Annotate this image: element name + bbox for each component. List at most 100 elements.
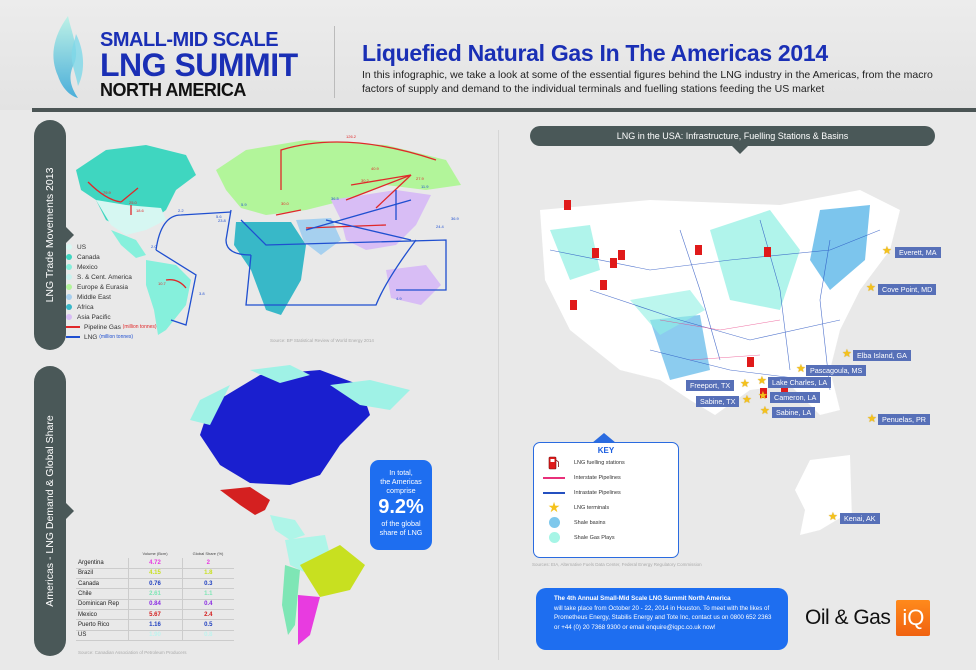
star-icon: ★ [547,499,561,515]
page-subtitle: In this infographic, we take a look at s… [362,69,933,95]
key-item-terminals: ★ LNG terminals [534,499,678,515]
terminal-lake-charles: Lake Charles, LA [768,377,832,388]
header-divider [334,26,335,98]
header-rule [32,108,976,112]
legend-item-pipeline: Pipeline Gas (million tonnes) [66,322,157,332]
table-header-row: Volume (Bcm) Global Share (%) [142,550,224,556]
star-icon: ★ [828,511,838,523]
terminal-cameron: Cameron, LA [770,392,821,403]
svg-text:10.7: 10.7 [158,281,167,286]
map-key: KEY LNG fuelling stations Interstate Pip… [533,433,679,558]
trade-source: Source: BP Statistical Review of World E… [270,338,374,343]
terminal-sabine-tx: Sabine, TX [696,396,740,407]
event-announcement: The 4th Annual Small-Mid Scale LNG Summi… [536,588,788,650]
legend-item-s-cent-america: S. & Cent. America [66,272,157,282]
star-icon: ★ [867,413,877,425]
fuel-pump-icon [534,456,574,470]
legend-item-us: US [66,242,157,252]
svg-text:25.0: 25.0 [129,200,138,205]
americas-demand-tab: Americas - LNG Demand & Global Share [34,366,74,656]
table-row: Dominican Rep 0.84 0.4 [76,599,234,610]
svg-text:79.9: 79.9 [103,190,112,195]
key-item-intrastate: Intrastate Pipelines [534,485,678,500]
svg-text:23.8: 23.8 [218,218,227,223]
americas-map [190,365,410,645]
svg-text:36.9: 36.9 [451,216,460,221]
global-share-value: 9.2% [378,496,424,518]
brand-logo: Oil & Gas iQ [805,600,931,636]
legend-item-mexico: Mexico [66,262,157,272]
trade-movements-tab: LNG Trade Movements 2013 [34,120,74,350]
terminal-elba-island: Elba Island, GA [853,350,911,361]
svg-text:5.6: 5.6 [216,214,222,219]
terminal-kenai: Kenai, AK [840,513,880,524]
legend-item-middle-east: Middle East [66,292,157,302]
svg-text:4.9: 4.9 [396,296,402,301]
terminal-penuelas: Penuelas, PR [878,414,930,425]
s-cent-america-swatch-icon [66,274,72,280]
event-headline: The 4th Annual Small-Mid Scale LNG Summi… [554,595,731,602]
logo-line2: LNG SUMMIT [100,47,298,83]
canada-swatch-icon [66,254,72,260]
key-item-fuelling: LNG fuelling stations [534,455,678,470]
star-icon: ★ [742,394,752,406]
terminal-freeport: Freeport, TX [686,380,735,391]
americas-demand-tab-label: Americas - LNG Demand & Global Share [44,415,56,607]
trade-legend: US Canada Mexico S. & Cent. America Euro… [66,242,157,342]
legend-item-africa: Africa [66,302,157,312]
usa-source: Sources: EIA, Alternative Fuels Data Cen… [532,562,702,567]
svg-text:18.6: 18.6 [136,208,145,213]
table-row: US 1.90 0.8 [76,630,234,641]
svg-text:3.8: 3.8 [199,291,205,296]
usa-section-tab: LNG in the USA: Infrastructure, Fuelling… [530,126,935,154]
key-item-interstate: Interstate Pipelines [534,470,678,485]
star-icon: ★ [757,375,767,387]
star-icon: ★ [760,405,770,417]
svg-text:36.5: 36.5 [331,196,340,201]
key-item-shale-basins: Shale basins [534,515,678,530]
svg-text:5.9: 5.9 [241,202,247,207]
legend-item-canada: Canada [66,252,157,262]
svg-text:11.9: 11.9 [421,184,429,189]
logo-line3: NORTH AMERICA [100,80,246,100]
aqua-circle-icon [534,532,574,543]
star-icon: ★ [796,363,806,375]
star-icon: ★ [866,282,876,294]
table-row: Brazil 4.15 1.8 [76,568,234,580]
pink-line-icon [534,476,574,479]
legend-item-europe-eurasia: Europe & Eurasia [66,282,157,292]
svg-text:27.9: 27.9 [416,176,425,181]
svg-text:2.2: 2.2 [178,208,184,213]
table-row: Chile 2.61 1.1 [76,588,234,600]
header: SMALL-MID SCALE LNG SUMMIT NORTH AMERICA… [0,0,976,110]
star-icon: ★ [758,390,768,402]
global-share-callout: In total, the Americas comprise 9.2% of … [370,460,432,550]
us-swatch-icon [66,244,72,250]
table-row: Argentina 4.72 2 [76,558,234,569]
column-divider [498,130,499,660]
africa-swatch-icon [66,304,72,310]
key-item-shale-plays: Shale Gas Plays [534,530,678,545]
europe-swatch-icon [66,284,72,290]
table-row: Puerto Rico 1.16 0.5 [76,619,234,631]
brand-name: Oil & Gas [805,606,891,629]
logo-line1: SMALL-MID SCALE [100,29,279,51]
alaska-map [795,455,852,535]
terminal-sabine-la: Sabine, LA [772,407,816,418]
star-icon: ★ [882,245,892,257]
terminal-cove-point: Cove Point, MD [878,284,937,295]
mexico-swatch-icon [66,264,72,270]
star-icon: ★ [740,378,750,390]
table-row: Mexico 5.67 2.4 [76,609,234,621]
event-body: will take place from October 20 - 22, 20… [554,604,772,631]
blue-line-icon [534,491,574,494]
terminal-pascagoula: Pascagoula, MS [806,365,867,376]
table-row: Canada 0.76 0.3 [76,578,234,590]
star-icon: ★ [842,348,852,360]
svg-text:30.0: 30.0 [281,201,290,206]
terminal-everett: Everett, MA [895,247,941,258]
demand-source: Source: Canadian Association of Petroleu… [78,650,187,655]
legend-item-lng: LNG (million tonnes) [66,332,157,342]
demand-table: Volume (Bcm) Global Share (%) Argentina 4… [76,548,234,641]
